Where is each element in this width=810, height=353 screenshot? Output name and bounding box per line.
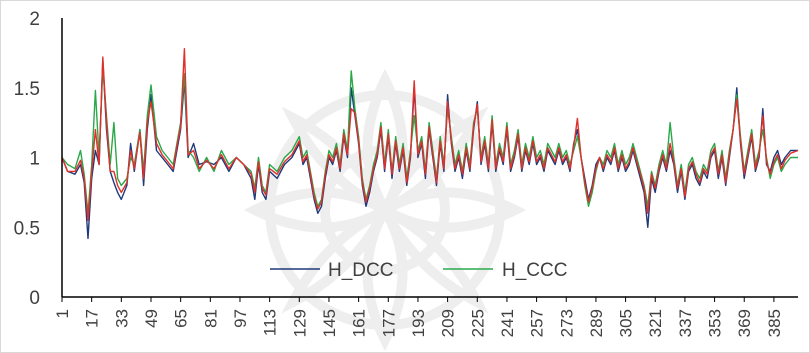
x-tick-label: 33 bbox=[112, 309, 131, 328]
x-tick-label: 209 bbox=[439, 309, 458, 337]
x-tick-label: 49 bbox=[142, 309, 161, 328]
x-tick-label: 241 bbox=[498, 309, 517, 337]
legend-label-1: H_CCC bbox=[502, 260, 567, 281]
x-tick-label: 193 bbox=[409, 309, 428, 337]
y-tick-label: 2 bbox=[29, 9, 40, 30]
legend-label-0: H_DCC bbox=[328, 260, 393, 281]
x-tick-label: 97 bbox=[231, 309, 250, 328]
series-line-2 bbox=[61, 48, 799, 221]
series-line-0 bbox=[61, 59, 798, 240]
legend: H_DCC H_CCC bbox=[270, 260, 567, 281]
x-tick-label: 289 bbox=[587, 309, 606, 337]
y-tick-label: 1.5 bbox=[14, 79, 40, 100]
x-tick-label: 81 bbox=[201, 309, 220, 328]
x-tick-label: 65 bbox=[172, 309, 191, 328]
x-tick-label: 369 bbox=[735, 309, 754, 337]
x-tick-label: 273 bbox=[557, 309, 576, 337]
x-tick-label: 225 bbox=[468, 309, 487, 337]
series-layer bbox=[61, 48, 799, 240]
series-line-1 bbox=[61, 66, 798, 214]
y-tick-label: 0 bbox=[29, 288, 40, 309]
x-tick-label: 353 bbox=[706, 309, 725, 337]
x-tick-label: 145 bbox=[320, 309, 339, 337]
x-tick-label: 305 bbox=[617, 309, 636, 337]
y-tick-label: 0.5 bbox=[14, 218, 40, 239]
x-tick-label: 385 bbox=[765, 309, 784, 337]
x-tick-label: 129 bbox=[290, 309, 309, 337]
y-tick-label: 1 bbox=[29, 149, 40, 170]
x-tick-label: 17 bbox=[83, 309, 102, 328]
x-tick-label: 337 bbox=[676, 309, 695, 337]
y-axis-ticks: 0 0.5 1 1.5 2 bbox=[14, 9, 40, 309]
x-axis-ticks: 1 17 33 49 65 81 97 113 129 145 161 177 193 209 225 241… bbox=[53, 297, 784, 337]
x-tick-label: 177 bbox=[379, 309, 398, 337]
x-tick-label: 161 bbox=[350, 309, 369, 337]
x-tick-label: 257 bbox=[528, 309, 547, 337]
x-tick-label: 1 bbox=[53, 309, 72, 318]
x-tick-label: 113 bbox=[261, 309, 280, 336]
x-tick-label: 321 bbox=[646, 309, 665, 337]
